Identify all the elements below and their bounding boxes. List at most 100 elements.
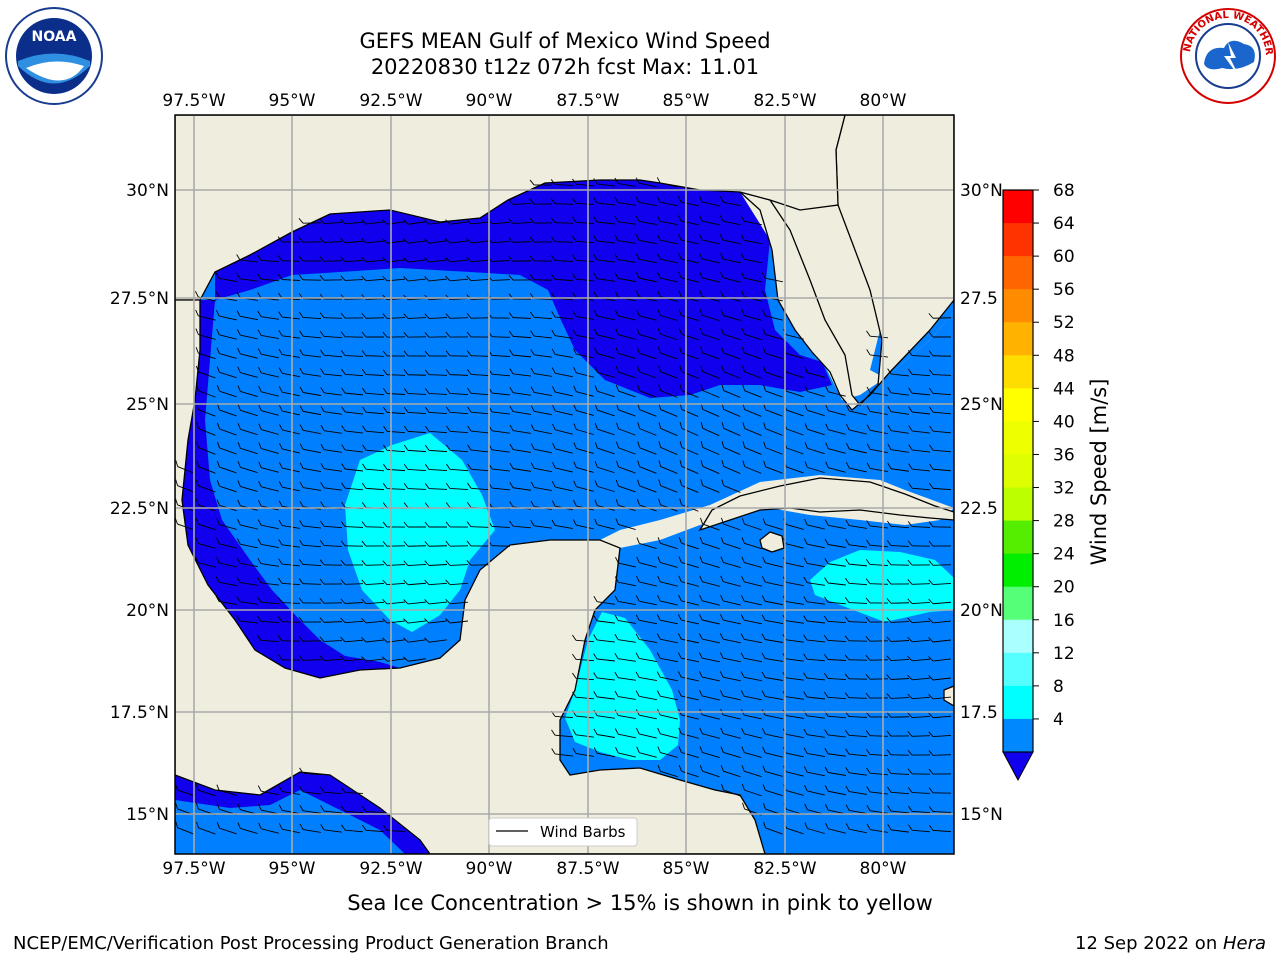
wind-barb: [657, 595, 678, 606]
wind-barb: [761, 576, 783, 587]
wind-barb: [679, 479, 699, 493]
wind-barb: [699, 614, 720, 625]
wind-barb: [298, 635, 322, 642]
wind-barb: [656, 633, 678, 644]
wind-barb: [573, 480, 594, 492]
wind-barb: [424, 369, 448, 376]
wind-barb: [719, 652, 741, 663]
wind-barb: [382, 598, 406, 605]
wind-barb: [572, 747, 594, 757]
lon-label-top: 97.5°W: [162, 91, 225, 111]
wind-barb: [824, 785, 846, 796]
wind-barb: [907, 768, 931, 775]
wind-barb: [614, 215, 636, 225]
wind-barb: [424, 406, 448, 415]
wind-barb: [928, 768, 952, 775]
wind-barb: [215, 576, 237, 587]
wind-barb: [678, 594, 699, 606]
wind-barb: [635, 177, 657, 188]
wind-barb: [340, 521, 364, 528]
wind-barb: [593, 672, 615, 681]
wind-barb: [320, 462, 342, 472]
lon-label-bottom: 80°W: [860, 859, 907, 879]
wind-barb: [593, 272, 615, 282]
wind-barb: [679, 460, 699, 474]
lat-label-left: 17.5°N: [110, 703, 169, 723]
wind-barb: [257, 310, 279, 320]
wind-barb: [362, 463, 385, 472]
wind-barb: [929, 444, 952, 453]
wind-barb: [258, 442, 279, 454]
wind-barb: [656, 253, 678, 264]
wind-barb: [278, 311, 300, 320]
wind-barb: [237, 480, 258, 492]
wind-barb: [615, 479, 636, 493]
wind-barb: [572, 729, 594, 738]
wind-barb: [907, 617, 931, 624]
wind-barb: [278, 823, 300, 834]
lon-label-top: 80°W: [860, 91, 907, 111]
wind-barb: [824, 538, 846, 548]
colorbar-segment: [1003, 685, 1033, 720]
wind-barb: [175, 460, 195, 474]
wind-barb: [572, 329, 594, 340]
wind-barb: [551, 481, 573, 492]
footer-credit: NCEP/EMC/Verification Post Processing Pr…: [13, 933, 609, 954]
wind-barb: [594, 442, 615, 455]
wind-barb: [216, 784, 237, 796]
wind-barb: [886, 636, 910, 642]
wind-barb: [803, 557, 825, 568]
wind-barb: [403, 388, 427, 395]
wind-barb: [886, 749, 910, 756]
wind-barb: [699, 575, 720, 587]
wind-barb: [445, 275, 469, 282]
wind-barb: [216, 537, 237, 549]
land-jamaica: [943, 685, 954, 707]
wind-barb: [573, 461, 594, 473]
wind-barb: [699, 765, 720, 778]
colorbar-tick-label: 20: [1053, 578, 1075, 598]
wind-barb: [362, 824, 385, 833]
colorbar-tick-label: 40: [1053, 412, 1075, 432]
land-mexico: [175, 299, 766, 854]
wind-barb: [699, 253, 720, 264]
wind-barb: [720, 271, 741, 283]
wind-barb: [299, 330, 322, 339]
wind-barb: [341, 425, 363, 434]
wind-barb: [635, 614, 657, 625]
wind-barb: [866, 786, 888, 795]
wind-barb: [700, 460, 720, 474]
wind-barb: [403, 276, 426, 282]
wind-barb: [719, 614, 741, 625]
wind-barb: [383, 425, 406, 434]
wind-barb: [762, 556, 783, 568]
wind-barb: [551, 729, 574, 738]
wind-barb: [382, 825, 406, 832]
wind-barb: [907, 655, 931, 662]
wind-barb: [908, 824, 931, 833]
wind-barb: [742, 365, 762, 379]
wind-barb: [529, 217, 553, 224]
wind-barb: [678, 575, 699, 587]
wind-barb: [550, 255, 574, 262]
noaa-logo: NOAA: [5, 7, 103, 105]
wind-barb: [845, 748, 868, 757]
wind-barb: [907, 731, 931, 737]
wind-barb: [865, 692, 889, 699]
wind-barb: [825, 423, 846, 435]
wind-barb: [403, 521, 427, 528]
wind-barb: [721, 422, 741, 437]
wind-barb: [677, 234, 699, 245]
wind-barb: [657, 309, 678, 321]
wind-barb: [403, 313, 427, 319]
wind-barb: [803, 766, 825, 777]
wind-barb: [700, 422, 720, 437]
wind-barb: [341, 368, 364, 377]
wind-barb: [908, 444, 930, 453]
colorbar-segment: [1003, 190, 1033, 224]
wind-barb: [446, 425, 469, 434]
wind-barb: [762, 328, 783, 340]
wind-barb: [425, 444, 448, 453]
wind-barb: [236, 329, 258, 340]
wind-barb: [361, 656, 384, 662]
